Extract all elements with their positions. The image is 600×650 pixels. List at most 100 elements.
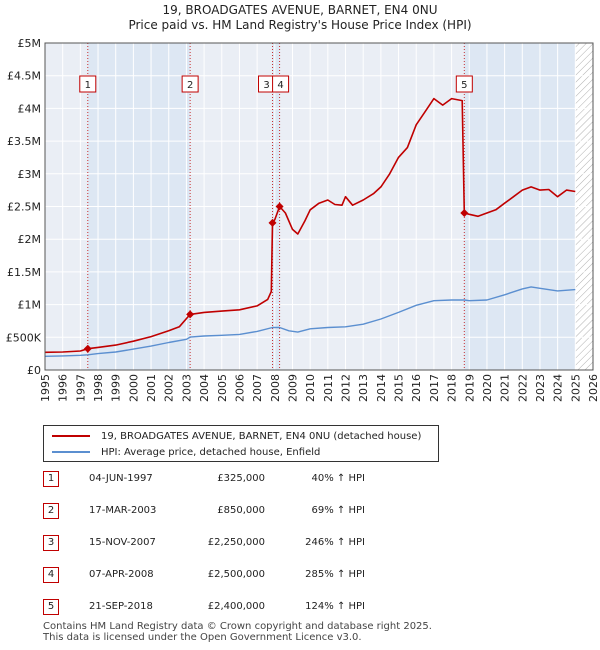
x-tick-label: 2022: [516, 374, 529, 402]
sale-number-box: [272, 75, 290, 93]
footer-attribution: Contains HM Land Registry data © Crown c…: [43, 621, 432, 643]
sale-number-marker: 2: [181, 75, 199, 93]
x-tick-label: 2005: [216, 374, 229, 402]
y-tick-label: £4.5M: [7, 70, 41, 83]
x-tick-label: 2020: [481, 374, 494, 402]
sale-number-marker: 3: [258, 75, 276, 93]
sale-point: [460, 209, 469, 218]
sale-number-marker: 4: [272, 75, 290, 93]
x-tick-label: 2018: [446, 374, 459, 402]
sale-number-label: 4: [277, 80, 283, 91]
hpi-line: [45, 286, 576, 357]
x-tick-label: 1999: [110, 374, 123, 402]
y-tick-label: £2M: [18, 233, 42, 246]
price-paid-line: [45, 97, 576, 354]
footer-line-2: This data is licensed under the Open Gov…: [43, 632, 362, 643]
x-tick-label: 2026: [587, 374, 600, 402]
sale-number-marker: 1: [79, 75, 97, 93]
legend-label-price: 19, BROADGATES AVENUE, BARNET, EN4 0NU (…: [101, 430, 422, 442]
x-tick-label: 2016: [410, 374, 423, 402]
sale-number-badge: 1: [43, 471, 59, 487]
x-tick-label: 2009: [286, 374, 299, 402]
y-tick-label: £3M: [18, 168, 42, 181]
x-tick-label: 2008: [269, 374, 282, 402]
sale-number-badge: 5: [43, 599, 59, 615]
chart-legend: 19, BROADGATES AVENUE, BARNET, EN4 0NU (…: [43, 425, 439, 462]
sale-number-label: 5: [461, 80, 467, 91]
footer-line-1: Contains HM Land Registry data © Crown c…: [43, 621, 432, 632]
sale-price: £2,400,000: [207, 601, 265, 612]
sale-price: £2,500,000: [207, 569, 265, 580]
sale-price: £850,000: [217, 505, 265, 516]
x-tick-label: 2021: [499, 374, 512, 402]
x-tick-label: 1996: [57, 374, 70, 402]
sale-number-box: [79, 75, 97, 93]
sale-number-box: [181, 75, 199, 93]
x-tick-label: 2011: [322, 374, 335, 402]
sale-number-label: 3: [263, 80, 269, 91]
sale-number-badge: 4: [43, 567, 59, 583]
sale-number-label: 2: [187, 80, 193, 91]
sale-date: 07-APR-2008: [89, 569, 154, 580]
x-tick-label: 2013: [357, 374, 370, 402]
plot-border: [44, 42, 594, 371]
x-tick-label: 1995: [39, 374, 52, 402]
x-tick-label: 2001: [145, 374, 158, 402]
x-tick-label: 2023: [534, 374, 547, 402]
sale-hpi-change: 40% ↑ HPI: [311, 473, 365, 484]
x-tick-label: 2007: [251, 374, 264, 402]
table-row: 1 04-JUN-1997 £325,000 40% ↑ HPI: [43, 471, 403, 487]
sale-date: 17-MAR-2003: [89, 505, 157, 516]
table-row: 2 17-MAR-2003 £850,000 69% ↑ HPI: [43, 503, 403, 519]
x-tick-label: 2002: [163, 374, 176, 402]
x-tick-label: 1997: [74, 374, 87, 402]
y-tick-label: £1M: [18, 299, 42, 312]
y-tick-label: £2.5M: [7, 201, 41, 214]
x-tick-label: 2015: [393, 374, 406, 402]
chart-title: 19, BROADGATES AVENUE, BARNET, EN4 0NU P…: [0, 3, 600, 33]
x-tick-label: 2025: [569, 374, 582, 402]
x-tick-label: 2017: [428, 374, 441, 402]
sale-number-badge: 3: [43, 535, 59, 551]
sale-price: £2,250,000: [207, 537, 265, 548]
sale-number-badge: 2: [43, 503, 59, 519]
sale-hpi-change: 246% ↑ HPI: [305, 537, 365, 548]
sale-point: [186, 310, 195, 319]
x-tick-label: 2024: [552, 374, 565, 402]
x-tick-label: 2012: [340, 374, 353, 402]
sale-point: [275, 202, 284, 211]
price-chart: £0 £500K £1M £1.5M £2M £2.5M £3M £3.5M £4M £4.5M £…: [6, 37, 600, 402]
sale-number-box: [455, 75, 473, 93]
x-tick-label: 1998: [92, 374, 105, 402]
sale-date: 21-SEP-2018: [89, 601, 153, 612]
x-tick-label: 2006: [233, 374, 246, 402]
x-tick-label: 2019: [463, 374, 476, 402]
sale-number-label: 1: [85, 80, 91, 91]
sale-date: 15-NOV-2007: [89, 537, 156, 548]
sale-hpi-change: 285% ↑ HPI: [305, 569, 365, 580]
sale-date: 04-JUN-1997: [89, 473, 153, 484]
y-tick-label: £4M: [18, 102, 42, 115]
legend-item-hpi: HPI: Average price, detached house, Enfi…: [52, 444, 320, 460]
table-row: 5 21-SEP-2018 £2,400,000 124% ↑ HPI: [43, 599, 403, 615]
y-tick-label: £5M: [18, 37, 42, 50]
sale-price: £325,000: [217, 473, 265, 484]
sale-hpi-change: 124% ↑ HPI: [305, 601, 365, 612]
x-tick-label: 2000: [127, 374, 140, 402]
y-tick-label: £500K: [6, 331, 42, 344]
legend-swatch-hpi: [52, 451, 90, 453]
y-tick-label: £0: [27, 364, 41, 377]
legend-label-hpi: HPI: Average price, detached house, Enfi…: [101, 446, 321, 458]
y-tick-label: £1.5M: [7, 266, 41, 279]
x-tick-label: 2010: [304, 374, 317, 402]
table-row: 3 15-NOV-2007 £2,250,000 246% ↑ HPI: [43, 535, 403, 551]
x-tick-label: 2014: [375, 374, 388, 402]
sale-point: [83, 344, 92, 353]
legend-item-price: 19, BROADGATES AVENUE, BARNET, EN4 0NU (…: [52, 428, 421, 444]
sale-number-marker: 5: [455, 75, 473, 93]
y-tick-label: £3.5M: [7, 135, 41, 148]
legend-swatch-price: [52, 435, 90, 437]
sale-hpi-change: 69% ↑ HPI: [311, 505, 365, 516]
x-tick-label: 2003: [180, 374, 193, 402]
title-line-2: Price paid vs. HM Land Registry's House …: [128, 18, 472, 32]
